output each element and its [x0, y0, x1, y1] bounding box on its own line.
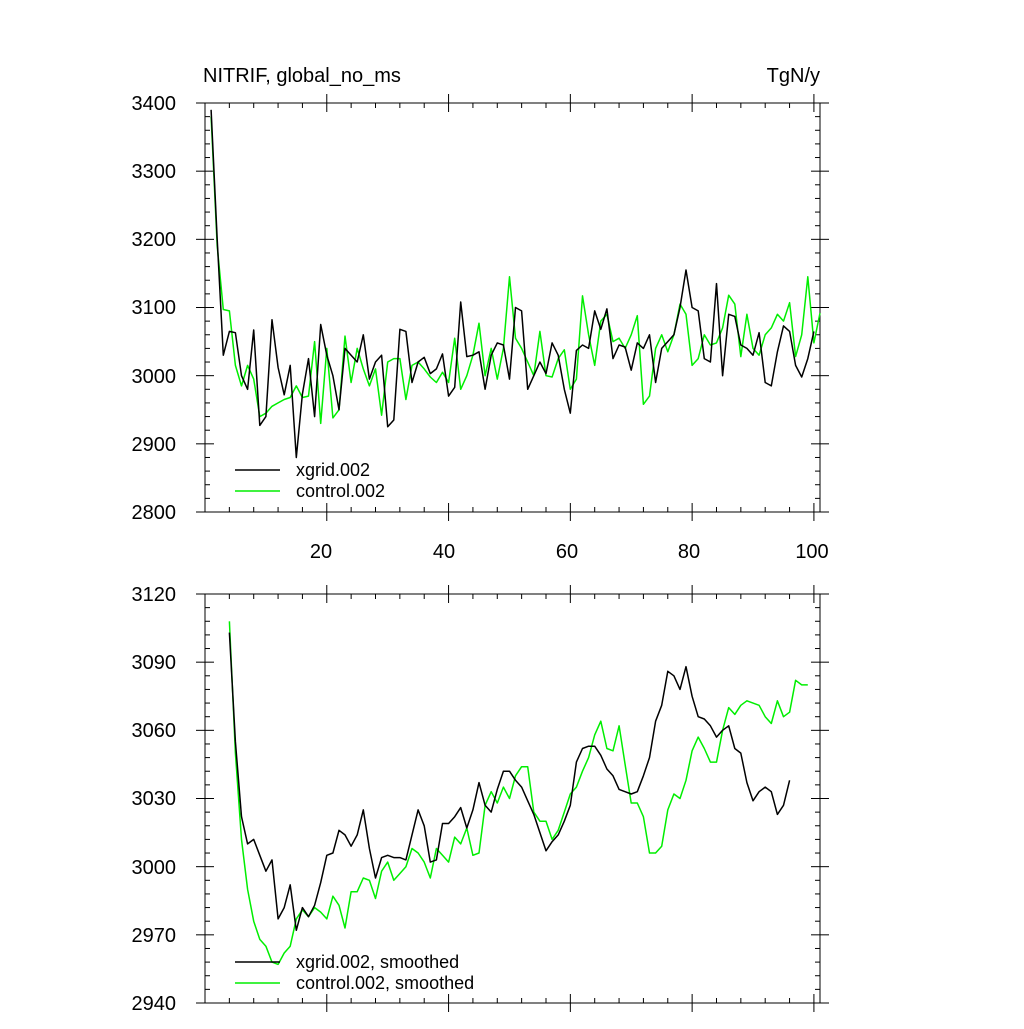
- top-panel-title: NITRIF, global_no_ms: [203, 65, 401, 87]
- bottom-legend-label-xgrid: xgrid.002, smoothed: [296, 952, 459, 972]
- bottom-tick-marks: [196, 585, 829, 1012]
- top-y-tick-label: 3300: [132, 161, 177, 183]
- bottom-y-tick-label: 3000: [132, 857, 177, 879]
- bottom-y-tick-label: 2970: [132, 925, 177, 947]
- series-line-xgrid-002: [210, 109, 815, 459]
- top-tick-marks: [196, 94, 829, 521]
- series-line-control-002: [210, 116, 821, 425]
- bottom-y-tick-label: 3090: [132, 652, 177, 674]
- series-line-control-002-smoothed: [228, 621, 808, 966]
- top-y-tick-label: 2900: [132, 434, 177, 456]
- top-panel: NITRIF, global_no_ms TgN/y 3400 3300 320…: [132, 65, 829, 563]
- bottom-y-tick-label: 3120: [132, 584, 177, 606]
- bottom-y-tick-label: 3030: [132, 788, 177, 810]
- top-panel-units: TgN/y: [767, 65, 820, 87]
- bottom-y-tick-label: 2940: [132, 993, 177, 1015]
- bottom-plot-frame: [204, 593, 821, 1004]
- series-line-xgrid-002-smoothed: [228, 632, 791, 932]
- top-y-tick-label: 3400: [132, 93, 177, 115]
- top-y-tick-label: 2800: [132, 502, 177, 524]
- top-x-tick-label: 80: [678, 541, 700, 563]
- top-x-tick-label: 60: [556, 541, 578, 563]
- top-legend-label-control: control.002: [296, 481, 385, 501]
- top-x-tick-label: 20: [310, 541, 332, 563]
- top-y-tick-label: 3100: [132, 297, 177, 319]
- top-x-tick-label: 100: [795, 541, 828, 563]
- top-legend-label-xgrid: xgrid.002: [296, 460, 370, 480]
- bottom-panel: 3120 3090 3060 3030 3000 2970 2940 xgrid…: [132, 584, 829, 1015]
- bottom-y-tick-label: 3060: [132, 720, 177, 742]
- top-y-tick-label: 3200: [132, 229, 177, 251]
- top-y-tick-label: 3000: [132, 366, 177, 388]
- top-x-tick-label: 40: [433, 541, 455, 563]
- bottom-series-group: [228, 621, 808, 966]
- top-series-group: [210, 109, 821, 459]
- bottom-legend-label-control: control.002, smoothed: [296, 973, 474, 993]
